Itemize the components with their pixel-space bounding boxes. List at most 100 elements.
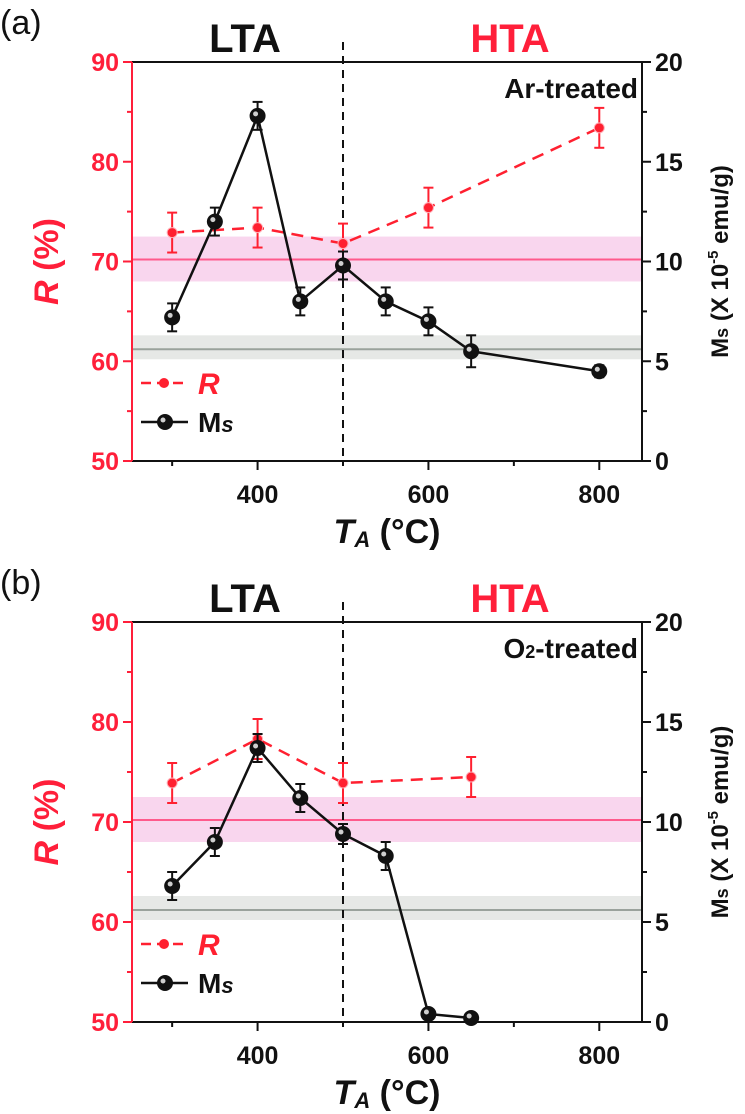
ms-point-highlight (167, 881, 173, 887)
legend-r-label: R (198, 929, 220, 962)
ms-data-point (377, 848, 394, 864)
ms-point-highlight (210, 217, 216, 223)
lta-label: LTA (209, 577, 281, 621)
y-right-tick-label: 5 (655, 348, 669, 376)
r-data-point (337, 777, 349, 789)
y-left-tick-label: 60 (91, 348, 119, 376)
ms-point-highlight (338, 829, 344, 835)
y-right-axis-title: Ms (X 10-5 emu/g) (705, 726, 734, 919)
r-data-point (465, 771, 477, 783)
y-left-tick-label: 90 (91, 49, 119, 77)
y-right-title-subscript: s (712, 888, 732, 898)
legend-ms-main: M (198, 407, 221, 438)
x-tick-label: 600 (408, 1042, 450, 1070)
y-right-title-exponent: -5 (705, 811, 722, 824)
ms-point-highlight (423, 316, 429, 322)
y-right-title-main: M (707, 338, 734, 358)
x-title-main: T (334, 1074, 358, 1112)
y-right-title-tail: emu/g) (707, 726, 734, 811)
legend-ms-label: Ms (198, 968, 234, 999)
ms-point-highlight (167, 312, 173, 318)
x-title-subscript: A (353, 527, 370, 552)
legend-ms-highlight (160, 417, 166, 423)
ms-series-line (171, 745, 472, 1020)
y-left-tick-label: 80 (91, 709, 119, 737)
x-tick-label: 600 (408, 481, 450, 509)
ms-data-point (420, 1006, 437, 1022)
legend: RMs (141, 929, 234, 999)
ms-point-highlight (466, 346, 472, 352)
x-title-unit: (°C) (370, 513, 440, 551)
ms-reference-band (132, 335, 642, 360)
ms-data-point (206, 834, 223, 850)
ms-point-highlight (210, 837, 216, 843)
ms-point-highlight (338, 260, 344, 266)
annotation-subscript: 2 (525, 642, 535, 662)
legend-ms-highlight (160, 978, 166, 984)
ms-reference-band (132, 896, 642, 920)
y-right-tick-label: 15 (655, 709, 683, 737)
y-left-title-unit: (%) (28, 779, 66, 841)
ms-point-highlight (381, 296, 387, 302)
y-left-title-unit: (%) (28, 218, 66, 280)
y-left-tick-label: 80 (91, 149, 119, 177)
x-axis-title: TA (°C) (334, 513, 441, 552)
y-right-title-mid: (X 10 (707, 264, 734, 328)
annotation-rest: -treated (535, 633, 638, 664)
panel-b: 400 600 800 50 60 70 80 90 0 5 10 15 20 (b) LTA HTA O2-t… (0, 564, 734, 1113)
hta-label: HTA (470, 577, 549, 621)
y-left-axis-title: R (%) (28, 218, 66, 305)
ms-point-highlight (295, 793, 301, 799)
legend-ms-label: Ms (198, 407, 234, 438)
y-left-title-main: R (28, 840, 66, 865)
hta-label: HTA (470, 17, 549, 61)
y-right-title-main: M (707, 898, 734, 918)
ms-point-highlight (466, 1013, 472, 1019)
annotation-main: O (504, 633, 526, 664)
y-right-tick-label: 10 (655, 249, 683, 277)
ms-data-point (292, 790, 309, 806)
treatment-annotation: Ar-treated (504, 73, 638, 104)
ms-data-point (249, 740, 266, 756)
ms-data-point (420, 313, 437, 330)
y-right-title-tail: emu/g) (707, 165, 734, 250)
legend-ms-marker (157, 414, 173, 430)
ms-point-highlight (381, 851, 387, 857)
ms-point-highlight (594, 366, 600, 372)
y-right-tick-label: 20 (655, 49, 683, 77)
ms-data-point (335, 257, 352, 274)
r-data-point (593, 122, 605, 134)
y-right-title-exponent: -5 (705, 250, 722, 263)
legend-ms-marker (157, 975, 173, 991)
y-right-tick-label: 5 (655, 909, 669, 937)
legend-ms-main: M (198, 968, 221, 999)
ms-point-highlight (253, 743, 259, 749)
x-title-subscript: A (353, 1088, 370, 1113)
y-left-title-main: R (28, 280, 66, 305)
r-data-point (337, 238, 349, 250)
y-right-tick-label: 20 (655, 609, 683, 637)
y-right-tick-label: 0 (655, 1009, 669, 1037)
y-right-tick-label: 15 (655, 149, 683, 177)
ms-data-point (377, 293, 394, 310)
legend-r-marker (159, 939, 169, 949)
y-left-tick-label: 60 (91, 909, 119, 937)
x-tick-label: 800 (578, 481, 620, 509)
legend-ms-subscript: s (221, 973, 233, 998)
y-right-title-subscript: s (712, 328, 732, 338)
ms-point-highlight (423, 1009, 429, 1015)
ms-data-point (164, 878, 181, 894)
x-title-main: T (334, 513, 358, 551)
y-left-tick-label: 50 (91, 1009, 119, 1037)
y-right-axis-title: Ms (X 10-5 emu/g) (705, 165, 734, 358)
ms-data-point (335, 826, 352, 842)
y-left-tick-label: 50 (91, 448, 119, 476)
y-right-tick-label: 10 (655, 809, 683, 837)
ms-data-point (463, 1010, 480, 1026)
ms-data-point (206, 213, 223, 230)
r-series-line (171, 737, 472, 785)
y-right-title-mid: (X 10 (707, 824, 734, 888)
ms-data-point (164, 309, 181, 326)
ms-data-point (463, 343, 480, 360)
